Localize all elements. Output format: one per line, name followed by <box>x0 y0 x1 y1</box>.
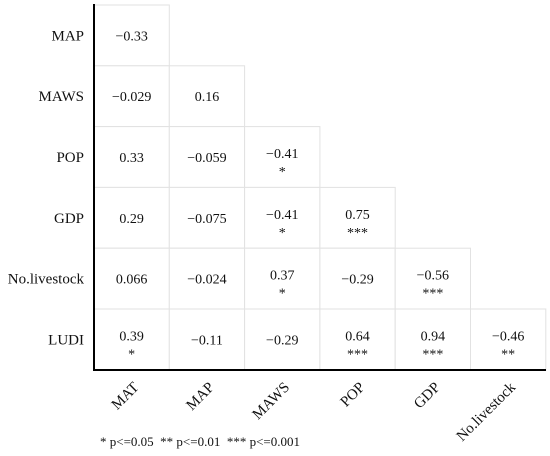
matrix-cell <box>93 65 170 128</box>
cell-value: 0.39 <box>119 329 144 344</box>
row-labels: MAP MAWS POP GDP No.livestock LUDI <box>8 28 85 348</box>
cell-value: −0.46 <box>492 329 524 344</box>
axes-layer <box>93 4 546 371</box>
cell-value: −0.41 <box>266 208 298 223</box>
matrix-cell <box>93 4 170 67</box>
matrix-cell <box>93 126 170 188</box>
cells-layer: −0.33 −0.029 0.16 0.33 −0.059 −0.41 * 0.29 −0.07… <box>93 4 547 371</box>
matrix-cell <box>394 247 472 310</box>
cell-value: 0.29 <box>119 212 144 227</box>
cell-value: −0.29 <box>266 333 298 348</box>
column-label: MAWS <box>250 380 293 423</box>
matrix-cell <box>168 247 246 310</box>
row-label: POP <box>56 150 84 166</box>
cell-value: −0.059 <box>187 151 226 166</box>
matrix-cell <box>168 308 246 371</box>
column-label: POP <box>338 380 369 411</box>
significance-stars: ** <box>501 347 515 362</box>
column-label: MAT <box>109 380 143 414</box>
matrix-cell <box>394 308 472 371</box>
matrix-cell <box>168 65 246 128</box>
significance-stars: *** <box>422 287 443 302</box>
cell-value: −0.29 <box>341 273 373 288</box>
cell-value: −0.56 <box>417 269 449 284</box>
cell-value: −0.024 <box>187 273 226 288</box>
cell-value: 0.37 <box>270 269 295 284</box>
matrix-cell <box>319 186 396 249</box>
cell-value: 0.94 <box>421 329 446 344</box>
significance-stars: * <box>279 226 286 241</box>
column-label: No.livestock <box>454 379 520 445</box>
matrix-cell <box>244 126 321 188</box>
significance-stars: * <box>279 287 286 302</box>
cell-value: 0.33 <box>119 151 144 166</box>
cell-value: −0.41 <box>266 147 298 162</box>
row-label: GDP <box>54 211 84 227</box>
column-label: GDP <box>411 380 444 413</box>
matrix-cell <box>244 308 321 371</box>
row-label: LUDI <box>48 332 84 348</box>
significance-stars: *** <box>347 347 368 362</box>
row-label: MAWS <box>39 89 84 105</box>
cell-value: 0.64 <box>345 329 370 344</box>
cell-value: −0.029 <box>112 90 151 105</box>
cell-value: 0.16 <box>195 90 220 105</box>
significance-stars: * <box>279 165 286 180</box>
cell-value: −0.075 <box>187 212 226 227</box>
cell-value: −0.33 <box>115 29 147 44</box>
cell-value: 0.75 <box>345 208 370 223</box>
significance-legend: * p<=0.05 ** p<=0.01 *** p<=0.001 <box>100 434 300 449</box>
column-label: MAP <box>183 380 217 414</box>
significance-stars: *** <box>347 226 368 241</box>
row-label: MAP <box>51 28 84 44</box>
matrix-cell <box>319 308 396 371</box>
row-label: No.livestock <box>8 272 85 288</box>
matrix-cell <box>470 308 547 371</box>
cell-value: 0.066 <box>116 273 148 288</box>
cell-value: −0.11 <box>191 333 223 348</box>
matrix-cell <box>319 247 396 310</box>
matrix-cell <box>168 186 246 249</box>
significance-stars: *** <box>422 347 443 362</box>
significance-stars: * <box>128 347 135 362</box>
